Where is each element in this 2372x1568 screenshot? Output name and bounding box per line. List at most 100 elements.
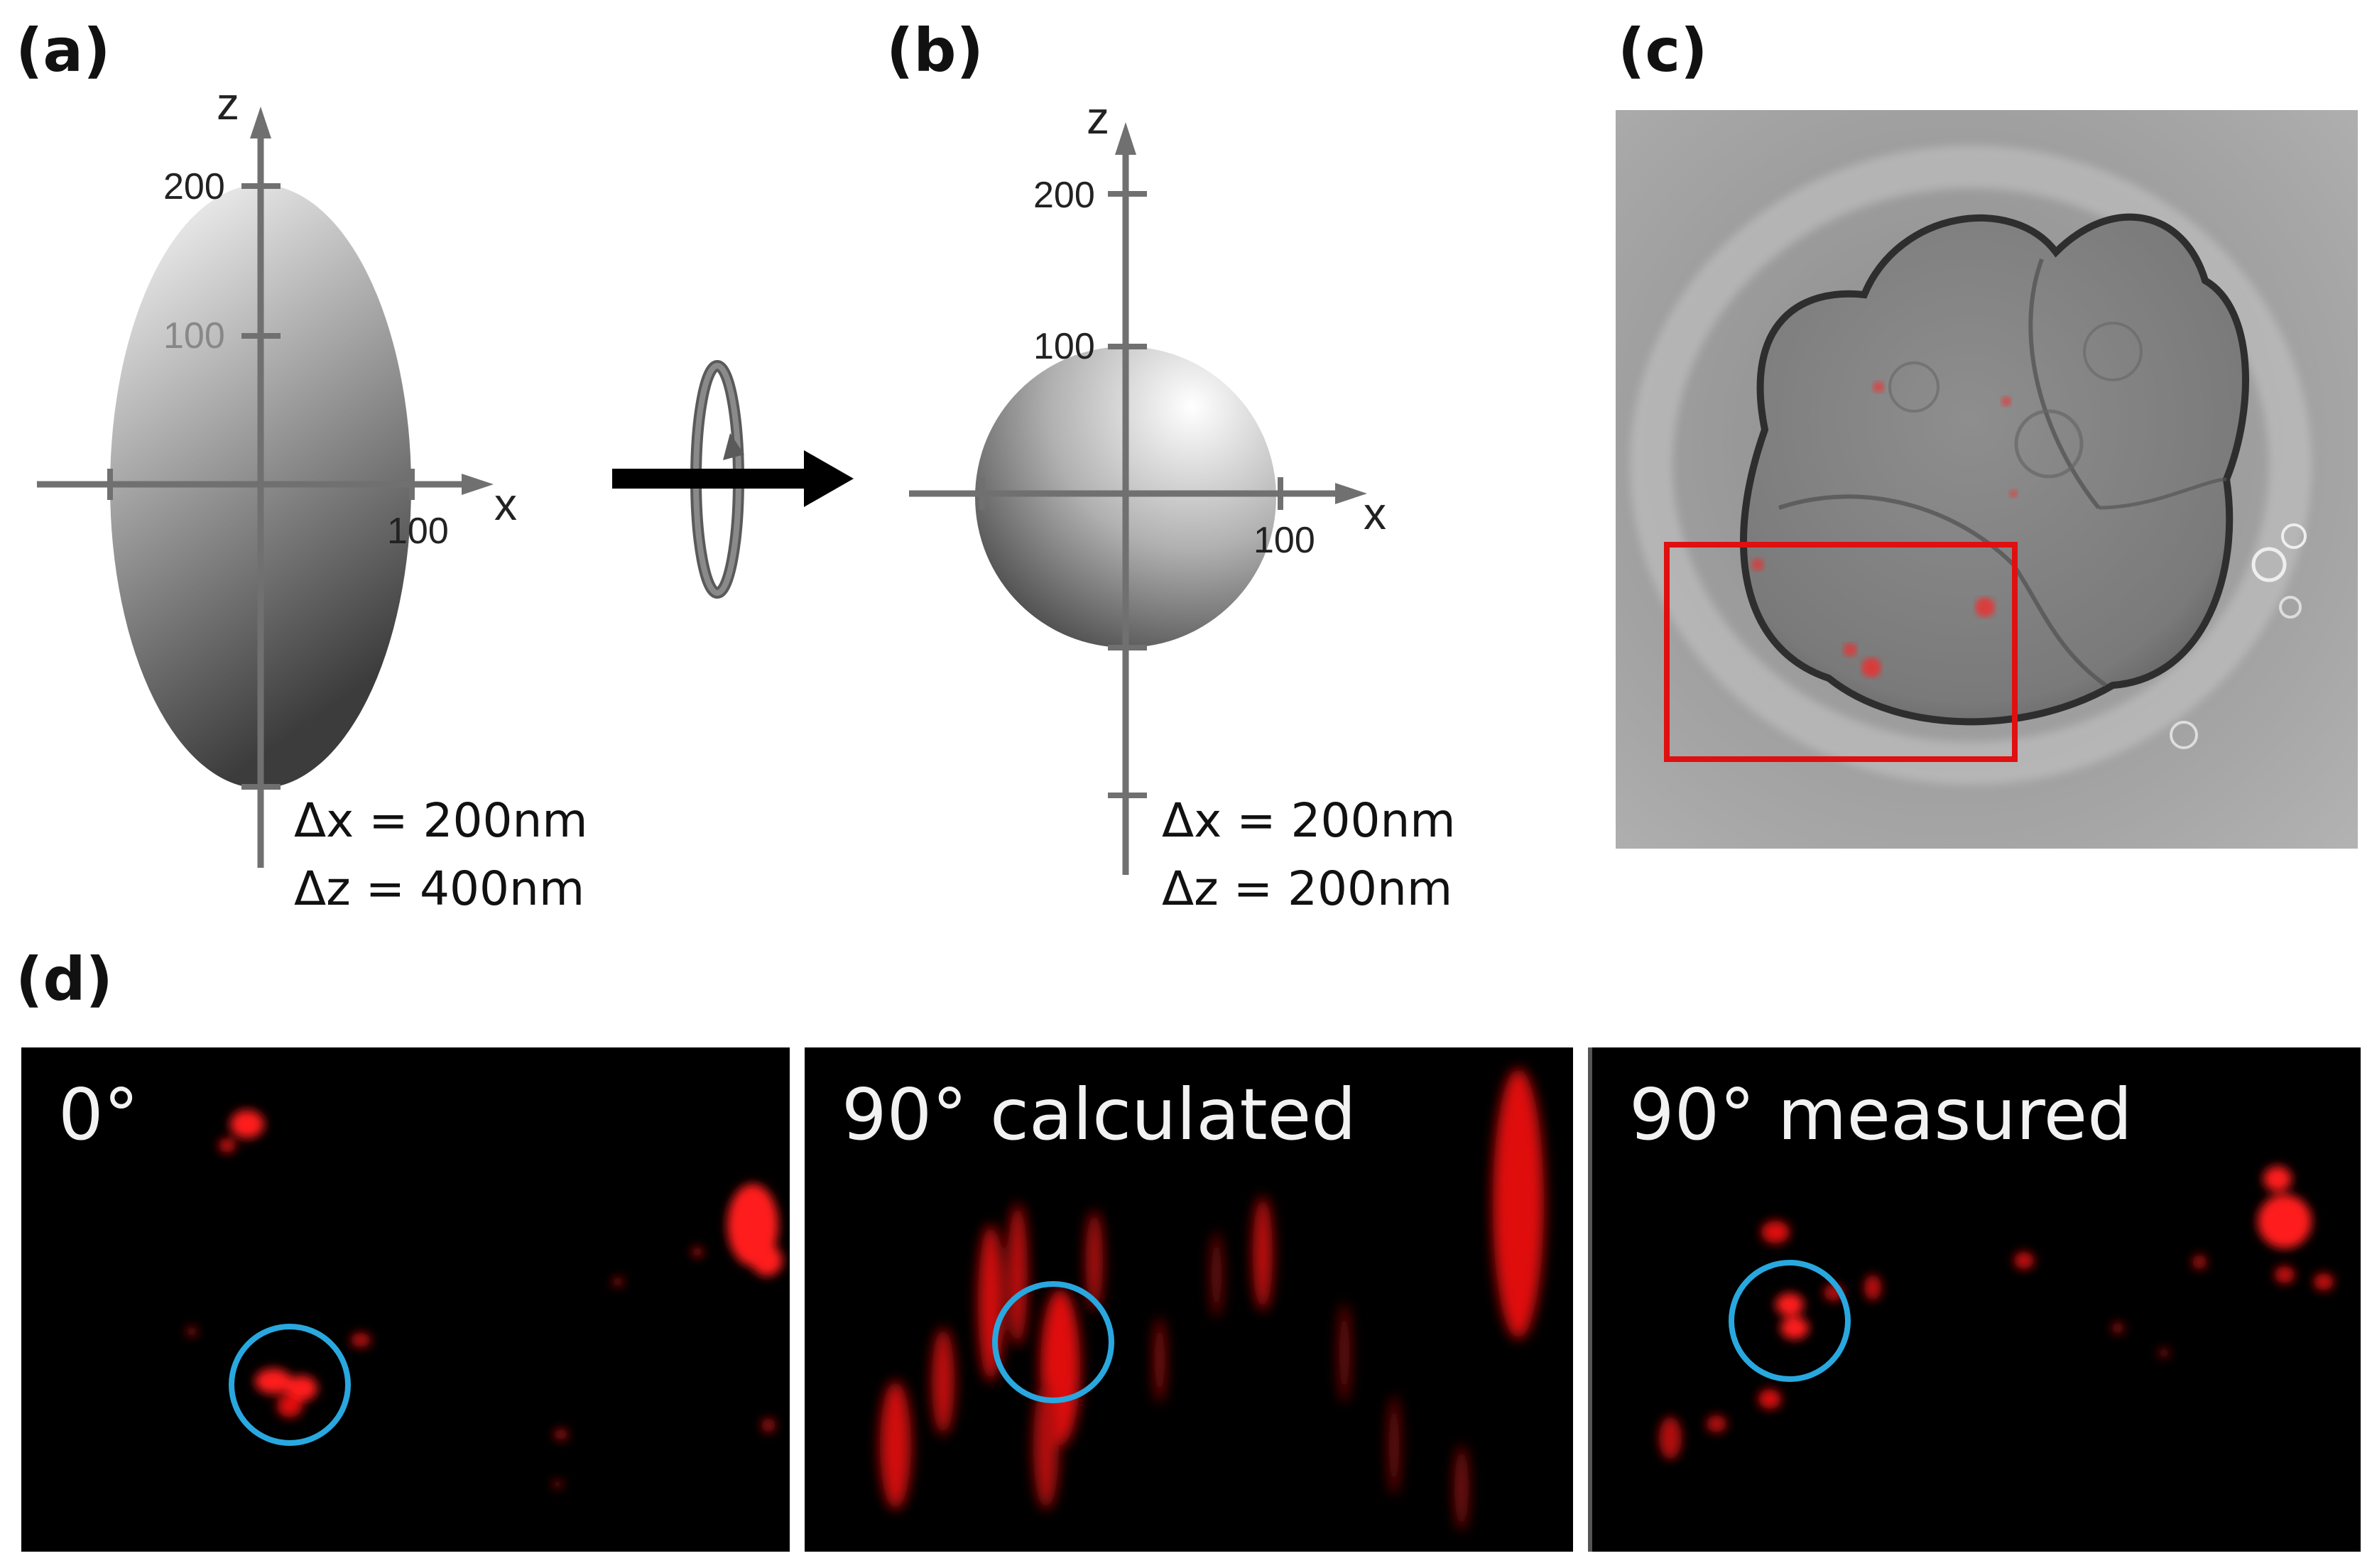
spot xyxy=(2111,1322,2124,1334)
fluorescent-spot xyxy=(1861,658,1881,677)
z-axis-arrowhead xyxy=(1115,122,1136,155)
spot xyxy=(1659,1417,1682,1459)
fluorescence-panel-90deg-measured: 90° measured xyxy=(1588,1047,2361,1552)
delta-x-a: Δx = 200nm xyxy=(294,793,588,848)
fluorescent-spot xyxy=(1873,381,1884,393)
streak xyxy=(1008,1204,1028,1346)
spot xyxy=(751,1245,783,1276)
blastomere-boundary-3 xyxy=(2098,477,2227,510)
highlight-circle xyxy=(1729,1260,1851,1382)
spot xyxy=(1761,1221,1790,1243)
fluorescence-label-90deg-calculated: 90° calculated xyxy=(842,1073,1356,1156)
panel-a-diagram: z x 200 100 100 xyxy=(37,78,517,868)
cell-debris xyxy=(2251,547,2287,582)
streak xyxy=(1339,1303,1350,1403)
spot xyxy=(1864,1275,1881,1300)
fluorescence-spots-90deg-calculated xyxy=(880,1069,1544,1530)
spot xyxy=(230,1110,264,1138)
fluorescence-label-0deg: 0° xyxy=(58,1073,139,1156)
spot xyxy=(2263,1166,2292,1192)
x-axis-arrowhead xyxy=(1335,483,1367,504)
spot xyxy=(186,1327,197,1336)
spot xyxy=(1775,1293,1804,1316)
panel-a-resolution: Δx = 200nm Δz = 400nm xyxy=(294,787,588,923)
fluorescence-label-90deg-measured: 90° measured xyxy=(1629,1073,2133,1156)
spot xyxy=(2258,1194,2312,1248)
delta-z-b: Δz = 200nm xyxy=(1162,861,1453,916)
roi-box xyxy=(1664,542,2018,762)
tick-label-x-100: 100 xyxy=(387,511,449,552)
fluorescence-panel-90deg-calculated: 90° calculated xyxy=(805,1047,1573,1552)
arrow-shaft xyxy=(612,469,811,489)
arrow-head xyxy=(804,450,854,507)
streak xyxy=(1211,1232,1222,1317)
streak xyxy=(1033,1381,1059,1509)
zona-halo xyxy=(1630,146,2312,785)
fluorescent-spot xyxy=(2009,489,2018,498)
tick-label-z-100: 100 xyxy=(1033,326,1095,367)
highlight-circle xyxy=(992,1281,1114,1403)
cell-debris xyxy=(2170,721,2198,749)
z-axis-label: z xyxy=(1087,92,1109,143)
spot xyxy=(552,1480,563,1488)
spot xyxy=(612,1277,624,1287)
spot xyxy=(351,1333,371,1347)
highlight-circle xyxy=(229,1324,351,1446)
cell-debris xyxy=(2281,523,2307,549)
fluorescent-spot xyxy=(2001,396,2011,406)
panel-b-resolution: Δx = 200nm Δz = 200nm xyxy=(1162,787,1456,923)
streak xyxy=(932,1328,954,1434)
tick-label-z-200: 200 xyxy=(1033,175,1095,216)
spot xyxy=(2275,1266,2295,1283)
z-axis-label: z xyxy=(217,78,239,129)
tick-label-z-100: 100 xyxy=(163,315,225,356)
vesicle xyxy=(2083,322,2143,381)
spot xyxy=(2314,1273,2334,1290)
spot xyxy=(554,1429,568,1440)
panel-label-a: (a) xyxy=(16,16,111,85)
streak xyxy=(1454,1445,1469,1530)
streak xyxy=(1493,1069,1544,1339)
spot xyxy=(2014,1252,2034,1269)
fluorescent-spot xyxy=(1975,597,1995,617)
spot xyxy=(1758,1389,1781,1409)
streak xyxy=(880,1381,911,1509)
spot xyxy=(286,1376,317,1401)
fluorescence-spots-0deg xyxy=(186,1110,783,1488)
panel-label-c: (c) xyxy=(1618,16,1708,85)
panel-b-diagram: z x 200 100 100 xyxy=(909,92,1386,875)
panel-label-b: (b) xyxy=(886,16,984,85)
spot xyxy=(2192,1255,2207,1269)
fluorescent-spot xyxy=(1843,643,1857,657)
tick-label-z-200: 200 xyxy=(163,166,225,207)
panel-c-micrograph xyxy=(1616,110,2358,849)
vesicle xyxy=(1888,361,1940,413)
fluorescence-panel-0deg: 0° xyxy=(21,1047,790,1552)
blastomere-boundary-1 xyxy=(2028,258,2101,509)
spot xyxy=(1780,1317,1809,1339)
spot xyxy=(692,1247,703,1257)
blastomere-boundary-2 xyxy=(1778,494,2107,687)
tick-label-x-100: 100 xyxy=(1253,520,1315,561)
spot xyxy=(1707,1415,1726,1432)
spot xyxy=(219,1138,236,1153)
delta-z-a: Δz = 400nm xyxy=(294,861,585,916)
spot xyxy=(277,1395,303,1417)
streak xyxy=(1154,1317,1165,1403)
x-axis-arrowhead xyxy=(462,474,494,495)
x-axis-label: x xyxy=(494,479,517,530)
spot xyxy=(255,1368,292,1394)
spot xyxy=(761,1418,776,1432)
rotation-ring-arrowhead xyxy=(723,433,744,460)
delta-x-b: Δx = 200nm xyxy=(1162,793,1456,848)
fluorescence-spots-90deg-measured xyxy=(1659,1166,2334,1459)
fluorescent-spot xyxy=(1751,558,1764,571)
spot xyxy=(2158,1348,2170,1358)
x-axis-label: x xyxy=(1364,488,1386,539)
rotation-arrow xyxy=(612,360,854,599)
z-axis-arrowhead xyxy=(250,107,271,138)
cell-debris xyxy=(2279,596,2302,619)
streak xyxy=(1253,1197,1273,1310)
streak xyxy=(1086,1211,1103,1310)
panel-label-d: (d) xyxy=(16,944,113,1014)
